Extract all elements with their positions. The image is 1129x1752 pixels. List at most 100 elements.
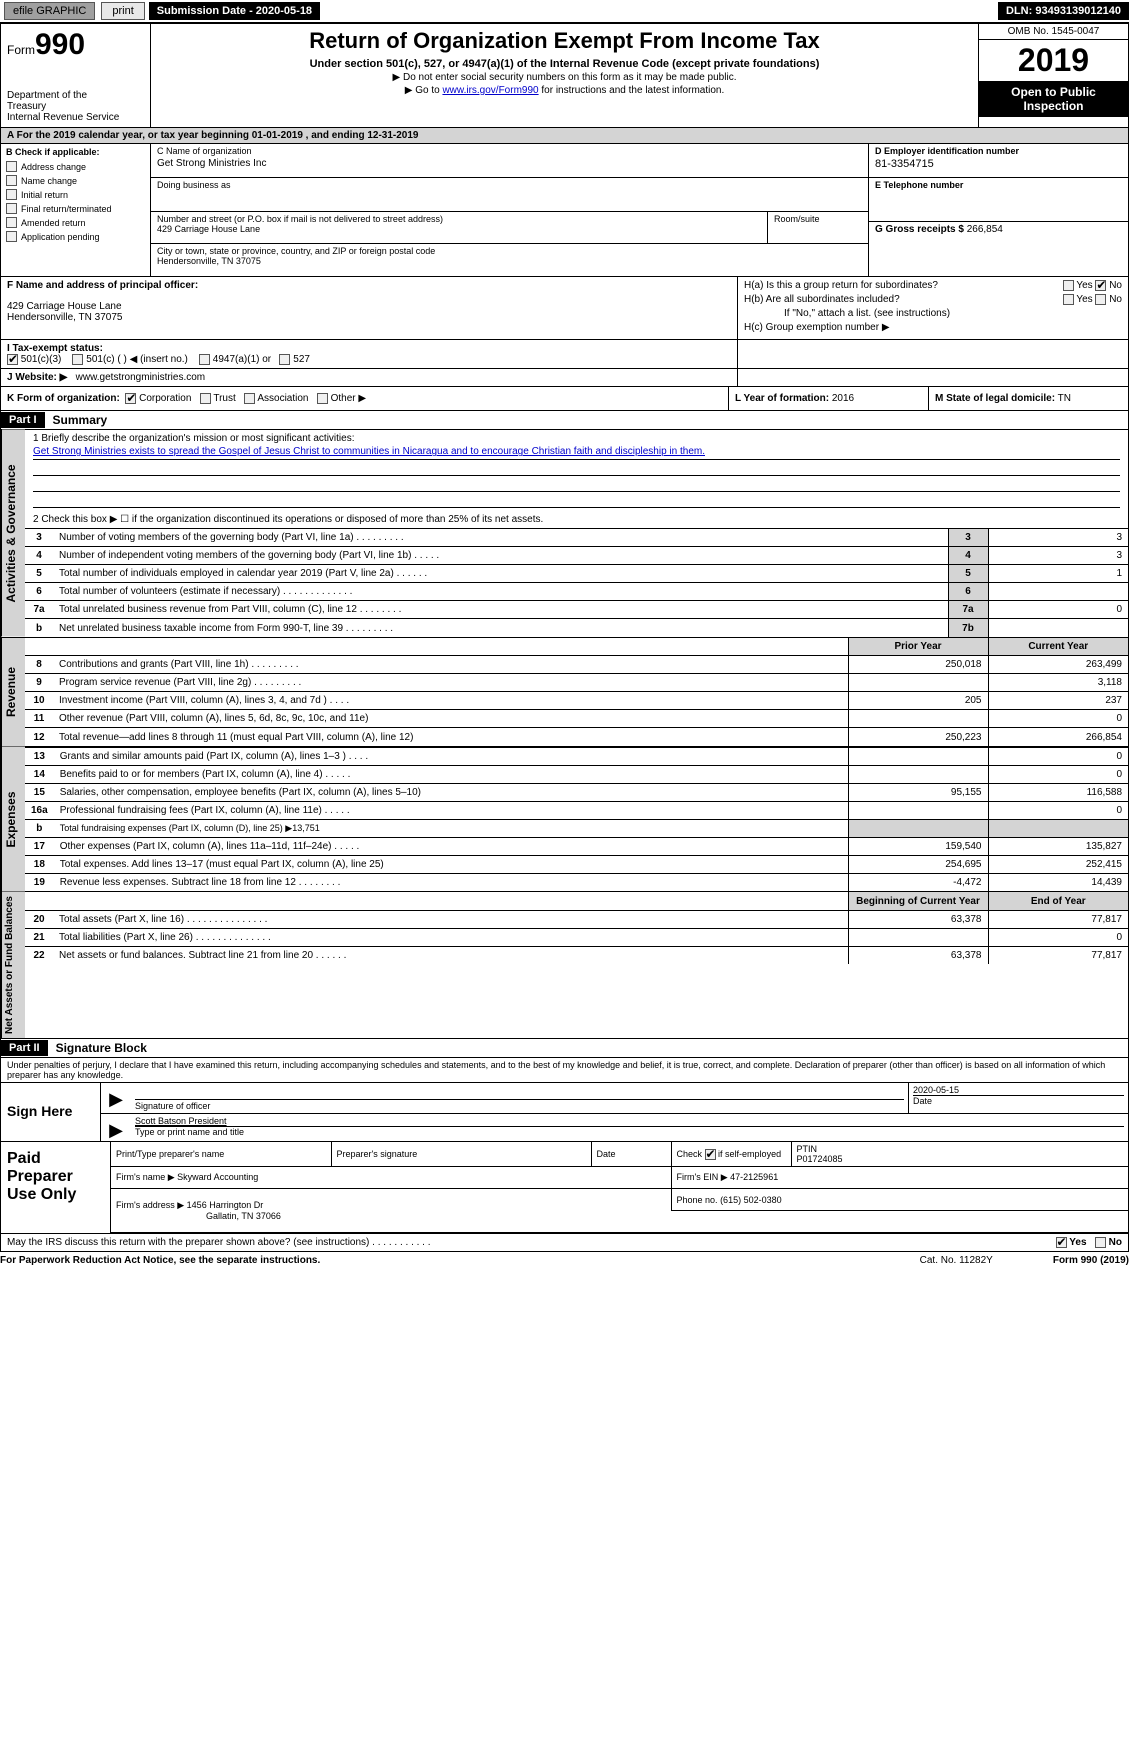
table-row: 11Other revenue (Part VIII, column (A), … — [25, 710, 1128, 728]
note2-post: for instructions and the latest informat… — [539, 85, 725, 96]
check-corporation[interactable] — [125, 393, 136, 404]
table-row: 8Contributions and grants (Part VIII, li… — [25, 656, 1128, 674]
street-box: Number and street (or P.O. box if mail i… — [151, 212, 768, 244]
prep-h1: Print/Type preparer's name — [111, 1142, 331, 1167]
ptin-value: P01724085 — [797, 1154, 843, 1164]
governance-table: 3Number of voting members of the governi… — [25, 528, 1128, 637]
b-item-4: Amended return — [21, 218, 86, 228]
gross-receipts-label: G Gross receipts $ — [875, 224, 964, 235]
prep-h5-cell: PTINP01724085 — [791, 1142, 1128, 1167]
vtab-netassets: Net Assets or Fund Balances — [1, 892, 25, 1038]
irs-link[interactable]: www.irs.gov/Form990 — [442, 85, 538, 96]
firm-name-value: Skyward Accounting — [177, 1172, 258, 1182]
check-name-change[interactable] — [6, 175, 17, 186]
table-row: bTotal fundraising expenses (Part IX, co… — [25, 819, 1128, 837]
page-footer: For Paperwork Reduction Act Notice, see … — [0, 1252, 1129, 1269]
row-j: J Website: ▶ www.getstrongministries.com — [0, 369, 1129, 387]
discuss-no: No — [1109, 1237, 1122, 1248]
b-item-2: Initial return — [21, 190, 68, 200]
check-association[interactable] — [244, 393, 255, 404]
ein-value: 81-3354715 — [875, 158, 1122, 170]
net-cy-header: End of Year — [988, 892, 1128, 910]
check-application-pending[interactable] — [6, 231, 17, 242]
mission-row: 1 Briefly describe the organization's mi… — [25, 430, 1128, 511]
governance-block: Activities & Governance 1 Briefly descri… — [0, 430, 1129, 638]
j-label: J Website: ▶ — [7, 372, 67, 383]
vtab-expenses: Expenses — [1, 747, 25, 892]
ptin-label: PTIN — [797, 1144, 818, 1154]
hb-yes: Yes — [1076, 294, 1092, 305]
i-o3: 4947(a)(1) or — [213, 354, 271, 365]
check-address-change[interactable] — [6, 161, 17, 172]
dba-box: Doing business as — [151, 178, 868, 212]
gross-receipts-value: 266,854 — [967, 224, 1003, 235]
mission-text[interactable]: Get Strong Ministries exists to spread t… — [33, 446, 705, 457]
print-button[interactable]: print — [101, 2, 144, 20]
sign-arrow-2: ▶ — [101, 1114, 131, 1141]
sign-here-block: Sign Here ▶ Signature of officer 2020-05… — [0, 1083, 1129, 1142]
ha-label: H(a) Is this a group return for subordin… — [744, 280, 938, 291]
ha-row: H(a) Is this a group return for subordin… — [744, 280, 1122, 291]
net-py-header: Beginning of Current Year — [848, 892, 988, 910]
firm-phone-label: Phone no. — [677, 1195, 718, 1205]
f-line2: Hendersonville, TN 37075 — [7, 312, 731, 323]
table-row: 6Total number of volunteers (estimate if… — [25, 583, 1128, 601]
mission-label: 1 Briefly describe the organization's mi… — [33, 433, 1120, 444]
firm-addr-label: Firm's address ▶ — [116, 1200, 184, 1210]
hb-label: H(b) Are all subordinates included? — [744, 294, 900, 305]
sign-date-value: 2020-05-15 — [913, 1085, 1124, 1095]
discuss-yes-check[interactable] — [1056, 1237, 1067, 1248]
ha-no-check[interactable] — [1095, 280, 1106, 291]
hb-yes-check[interactable] — [1063, 294, 1074, 305]
check-4947[interactable] — [199, 354, 210, 365]
form-header: Form990 Department of the Treasury Inter… — [0, 23, 1129, 128]
table-row: 16aProfessional fundraising fees (Part I… — [25, 801, 1128, 819]
efile-graphic-button[interactable]: efile GRAPHIC — [4, 2, 95, 20]
table-row: 5Total number of individuals employed in… — [25, 565, 1128, 583]
check-initial-return[interactable] — [6, 189, 17, 200]
column-de: D Employer identification number 81-3354… — [868, 144, 1128, 276]
py-header: Prior Year — [848, 638, 988, 656]
check-other[interactable] — [317, 393, 328, 404]
check-self-employed[interactable] — [705, 1149, 716, 1160]
netassets-table: Beginning of Current YearEnd of Year 20T… — [25, 892, 1128, 964]
check-final-return[interactable] — [6, 203, 17, 214]
perjury-text: Under penalties of perjury, I declare th… — [0, 1058, 1129, 1083]
dept-line-2: Treasury — [7, 101, 144, 112]
check-501c[interactable] — [72, 354, 83, 365]
sign-date-label: Date — [913, 1095, 1124, 1106]
street-label: Number and street (or P.O. box if mail i… — [157, 214, 443, 224]
section-fh: F Name and address of principal officer:… — [0, 277, 1129, 340]
check-501c3[interactable] — [7, 354, 18, 365]
part1-tag: Part I — [1, 412, 45, 428]
row-klm: K Form of organization: Corporation Trus… — [0, 387, 1129, 411]
dln-label: DLN: 93493139012140 — [998, 2, 1129, 20]
signature-label: Signature of officer — [135, 1099, 904, 1111]
firm-addr1: 1456 Harrington Dr — [187, 1200, 264, 1210]
dba-label: Doing business as — [157, 180, 231, 190]
check-amended-return[interactable] — [6, 217, 17, 228]
table-row: 21Total liabilities (Part X, line 26) . … — [25, 928, 1128, 946]
column-h: H(a) Is this a group return for subordin… — [738, 277, 1128, 339]
revenue-table: Prior YearCurrent Year 8Contributions an… — [25, 638, 1128, 746]
f-line1: 429 Carriage House Lane — [7, 301, 731, 312]
room-label: Room/suite — [774, 214, 820, 224]
vtab-revenue: Revenue — [1, 638, 25, 746]
discuss-no-check[interactable] — [1095, 1237, 1106, 1248]
b-item-3: Final return/terminated — [21, 204, 112, 214]
discuss-question: May the IRS discuss this return with the… — [7, 1237, 431, 1248]
column-b: B Check if applicable: Address change Na… — [1, 144, 151, 276]
form-note-2: ▶ Go to www.irs.gov/Form990 for instruct… — [157, 85, 972, 96]
check-trust[interactable] — [200, 393, 211, 404]
part2-tag: Part II — [1, 1040, 48, 1056]
i-o2: 501(c) ( ) ◀ (insert no.) — [86, 354, 188, 365]
form-number: 990 — [35, 28, 85, 61]
check-527[interactable] — [279, 354, 290, 365]
footer-cat: Cat. No. 11282Y — [920, 1255, 993, 1266]
line2-row: 2 Check this box ▶ ☐ if the organization… — [25, 511, 1128, 528]
hb-no-check[interactable] — [1095, 294, 1106, 305]
discuss-yes: Yes — [1069, 1237, 1086, 1248]
section-bcde: B Check if applicable: Address change Na… — [0, 144, 1129, 277]
table-row: 12Total revenue—add lines 8 through 11 (… — [25, 728, 1128, 746]
ha-yes-check[interactable] — [1063, 280, 1074, 291]
